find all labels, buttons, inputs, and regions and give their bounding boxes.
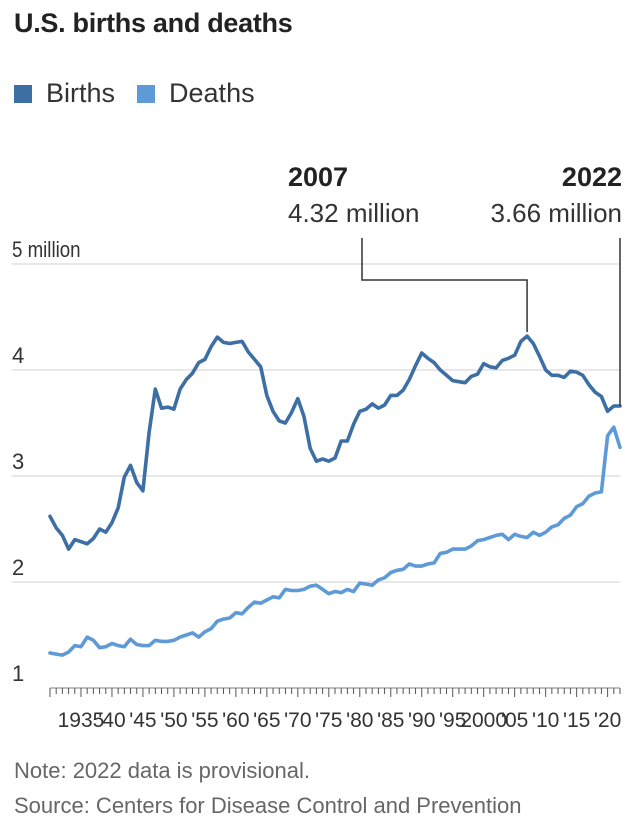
x-tick-label: '05 xyxy=(501,709,528,732)
x-tick-label: '60 xyxy=(222,709,249,732)
legend-label-births: Births xyxy=(46,78,116,108)
x-tick-label: '10 xyxy=(532,709,559,732)
legend-swatch-deaths xyxy=(137,84,156,103)
x-tick-label: 1935 xyxy=(58,709,105,732)
legend-item-deaths: Deaths xyxy=(137,78,255,109)
x-tick-label: '70 xyxy=(284,709,311,732)
x-axis: 1935'40'45'50'55'60'65'70'75'80'85'90'95… xyxy=(49,687,621,732)
y-tick-label: 1 xyxy=(12,661,24,686)
annotation-year-2022: 2022 xyxy=(562,162,622,192)
chart-title: U.S. births and deaths xyxy=(14,8,293,38)
annotation-year-2007: 2007 xyxy=(288,162,348,192)
births-line xyxy=(48,334,622,551)
x-tick-label: '55 xyxy=(191,709,218,732)
x-tick-label: '65 xyxy=(253,709,280,732)
deaths-line xyxy=(48,425,622,657)
gridlines xyxy=(12,263,620,583)
x-tick-label: '95 xyxy=(439,709,466,732)
y-tick-label: 5 million xyxy=(12,239,81,263)
x-tick-label: '20 xyxy=(594,709,621,732)
annotation-value-2022: 3.66 million xyxy=(490,198,622,228)
y-tick-label: 4 xyxy=(12,343,24,368)
y-tick-label: 2 xyxy=(12,555,24,580)
x-tick-label: '85 xyxy=(377,709,404,732)
x-tick-label: '90 xyxy=(408,709,435,732)
series-lines xyxy=(48,334,622,657)
legend-item-births: Births xyxy=(14,78,115,109)
annotation-leader-2007 xyxy=(361,238,528,333)
x-tick-label: '45 xyxy=(129,709,156,732)
x-tick-label: 2000 xyxy=(460,709,507,732)
x-tick-label: '80 xyxy=(346,709,373,732)
legend-swatch-births xyxy=(14,84,32,103)
legend-label-deaths: Deaths xyxy=(169,78,255,108)
x-tick-label: '50 xyxy=(160,709,187,732)
x-tick-label: '15 xyxy=(563,709,590,732)
source-note: Source: Centers for Disease Control and … xyxy=(14,793,522,818)
y-tick-label: 3 xyxy=(12,449,24,474)
legend: Births Deaths xyxy=(14,78,277,109)
y-axis-tick-labels: 5 million 4 3 2 1 xyxy=(12,239,81,686)
annotations: 2007 4.32 million 2022 3.66 million xyxy=(288,162,622,407)
annotation-value-2007: 4.32 million xyxy=(288,198,420,228)
footnote: Note: 2022 data is provisional. xyxy=(14,758,310,783)
x-tick-label: '75 xyxy=(315,709,342,732)
x-tick-label: '40 xyxy=(98,709,125,732)
